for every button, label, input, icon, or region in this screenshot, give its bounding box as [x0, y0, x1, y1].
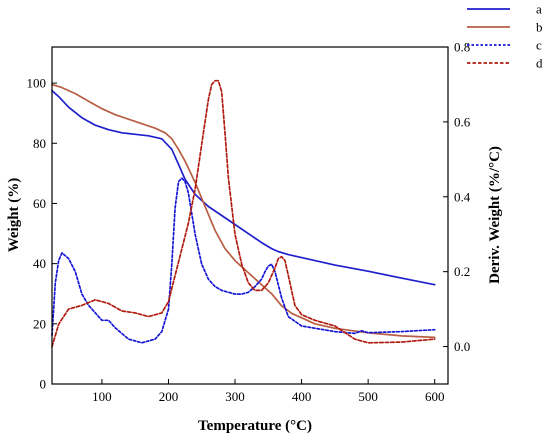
ticks-layer: 100 200 300 400 500 600 0 20 40 60 80 100 0.0 0.2 0.4 0…	[27, 40, 471, 405]
series-line-a	[51, 89, 436, 286]
series-line-d	[51, 79, 436, 348]
series-line-b	[51, 83, 436, 339]
x-tick-label: 300	[225, 389, 245, 404]
y-axis-title: Weight (%)	[6, 178, 22, 253]
y2-tick-label: 0.8	[454, 40, 470, 55]
series-line-c	[51, 177, 436, 344]
legend-label-c: c	[536, 38, 542, 53]
y2-axis-title: Deriv. Weight (%/°C)	[487, 146, 503, 284]
y-tick-label: 20	[33, 316, 46, 331]
legend-label-a: a	[536, 2, 542, 17]
legend-label-d: d	[536, 56, 543, 71]
x-tick-label: 200	[159, 389, 179, 404]
y-tick-label: 0	[40, 377, 47, 392]
y2-tick-label: 0.2	[454, 264, 470, 279]
x-tick-label: 400	[292, 389, 312, 404]
x-tick-label: 600	[425, 389, 445, 404]
x-axis-title: Temperature (°C)	[198, 418, 312, 434]
y-tick-label: 60	[33, 196, 46, 211]
y-tick-label: 100	[27, 76, 47, 91]
x-tick-label: 500	[358, 389, 378, 404]
x-tick-label: 100	[92, 389, 112, 404]
y2-tick-label: 0.0	[454, 339, 470, 354]
y-tick-label: 80	[33, 136, 46, 151]
plot-frame	[51, 46, 449, 385]
y2-tick-label: 0.4	[454, 189, 471, 204]
y-tick-label: 40	[33, 256, 46, 271]
series-layer	[51, 79, 436, 348]
y2-tick-label: 0.6	[454, 114, 471, 129]
legend-label-b: b	[536, 20, 543, 35]
